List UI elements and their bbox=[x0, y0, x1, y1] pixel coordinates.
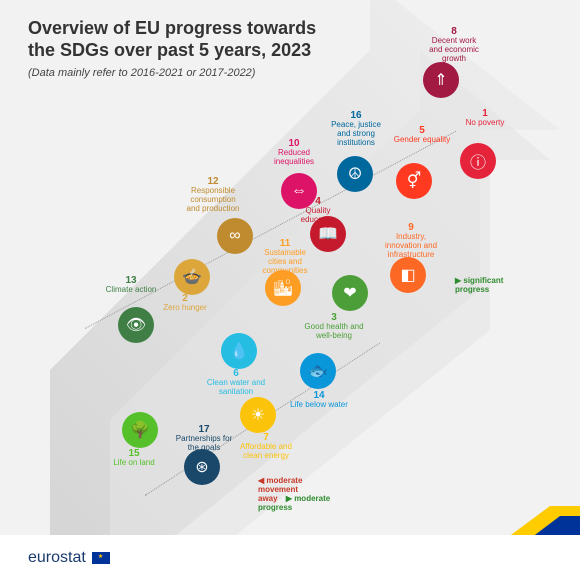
legend-moderate: ◀ moderatemovementaway ▶ moderateprogres… bbox=[258, 476, 330, 512]
title-line1: Overview of EU progress towards bbox=[28, 18, 316, 40]
sdg-8-label: 8Decent work and economic growth bbox=[424, 26, 484, 63]
title-line2: the SDGs over past 5 years, 2023 bbox=[28, 40, 316, 62]
sdg-1-label: 1No poverty bbox=[455, 108, 515, 128]
brand-text: eurostat bbox=[28, 549, 86, 567]
sdg-3-label: 3Good health and well-being bbox=[304, 312, 364, 341]
sdg-12-icon: ∞ bbox=[217, 218, 253, 254]
eurostat-logo: eurostat bbox=[28, 549, 110, 567]
sdg-1-icon: ⓘ bbox=[460, 143, 496, 179]
legend-significant: ▶ significantprogress bbox=[455, 276, 503, 294]
sdg-11-label: 11Sustainable cities and communities bbox=[255, 238, 315, 275]
sdg-2-icon: 🍲 bbox=[174, 259, 210, 295]
sdg-5-icon: ⚥ bbox=[396, 163, 432, 199]
sdg-14-label: 14Life below water bbox=[289, 390, 349, 410]
sdg-13-label: 13Climate action bbox=[101, 275, 161, 295]
sdg-16-label: 16Peace, justice and strong institutions bbox=[326, 110, 386, 147]
sdg-10-label: 10Reduced inequalities bbox=[264, 138, 324, 167]
sdg-6-icon: 💧 bbox=[221, 333, 257, 369]
sdg-8-icon: ⇑ bbox=[423, 62, 459, 98]
sdg-7-label: 7Affordable and clean energy bbox=[236, 432, 296, 461]
sdg-4-label: 4Quality education bbox=[288, 196, 348, 225]
sdg-11-icon: 🏙 bbox=[265, 270, 301, 306]
sdg-14-icon: 🐟 bbox=[300, 353, 336, 389]
sdg-13-icon: 👁 bbox=[118, 307, 154, 343]
sdg-7-icon: ☀ bbox=[240, 397, 276, 433]
sdg-9-label: 9Industry, innovation and infrastructure bbox=[381, 222, 441, 259]
sdg-6-label: 6Clean water and sanitation bbox=[206, 368, 266, 397]
footer: eurostat bbox=[0, 535, 580, 580]
sdg-17-icon: ⊛ bbox=[184, 449, 220, 485]
sdg-5-label: 5Gender equality bbox=[392, 125, 452, 145]
sdg-plot: ⇑8Decent work and economic growth ☮ 16Peac… bbox=[0, 0, 580, 580]
sdg-12-label: 12Responsible consumption and production bbox=[183, 176, 243, 213]
sdg-16-icon: ☮ bbox=[337, 156, 373, 192]
sdg-2-label: 2Zero hunger bbox=[155, 293, 215, 313]
eu-flag-icon bbox=[92, 552, 110, 564]
sdg-3-icon: ❤ bbox=[332, 275, 368, 311]
sdg-15-label: 15Life on land bbox=[104, 448, 164, 468]
sdg-15-icon: 🌳 bbox=[122, 412, 158, 448]
sdg-9-icon: ◧ bbox=[390, 257, 426, 293]
header: Overview of EU progress towards the SDGs… bbox=[28, 18, 316, 79]
subtitle: (Data mainly refer to 2016-2021 or 2017-… bbox=[28, 67, 316, 79]
sdg-17-label: 17Partnerships for the goals bbox=[174, 424, 234, 453]
